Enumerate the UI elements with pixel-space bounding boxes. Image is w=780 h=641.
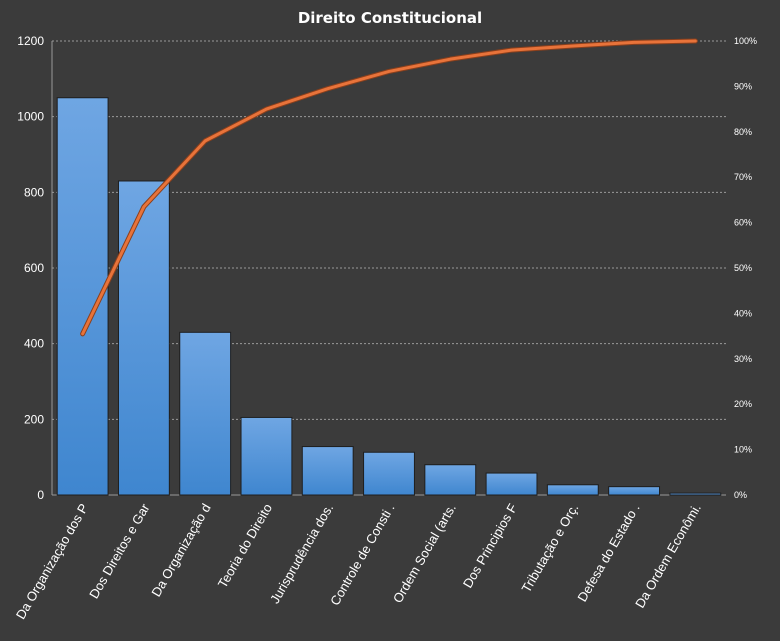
left-tick-label: 200: [24, 412, 44, 426]
right-tick-label: 40%: [734, 308, 752, 318]
category-label: Teoria do Direito: [215, 501, 275, 590]
bar: [669, 492, 722, 496]
category-label: Dos Direitos e Gar: [86, 500, 153, 601]
bar: [424, 464, 477, 496]
cumulative-line-series: [80, 38, 698, 337]
category-label: Da Organização d: [148, 501, 213, 599]
left-tick-label: 800: [24, 185, 44, 199]
cumulative-line: [81, 39, 697, 336]
left-tick-label: 1200: [17, 34, 44, 48]
right-tick-label: 30%: [734, 354, 752, 364]
category-label: Jurisprudência dos.: [267, 501, 336, 606]
bar: [179, 331, 232, 496]
category-label: Tributação e Orç.: [518, 501, 581, 595]
bar: [546, 484, 599, 496]
right-tick-label: 90%: [734, 81, 752, 91]
bar: [485, 472, 538, 496]
bar: [608, 486, 661, 496]
left-tick-label: 400: [24, 337, 44, 351]
left-axis: 0 200 400 600 800 1000 1200: [17, 34, 53, 502]
right-tick-label: 70%: [734, 172, 752, 182]
right-tick-label: 80%: [734, 127, 752, 137]
right-tick-label: 60%: [734, 218, 752, 228]
left-tick-label: 600: [24, 261, 44, 275]
bar: [363, 451, 415, 496]
chart-title: Direito Constitucional: [298, 9, 482, 27]
category-label: Ordem Social (arts.: [390, 501, 459, 605]
bar: [117, 180, 170, 496]
right-axis: 0% 10% 20% 30% 40% 50% 60% 70% 80% 90% 100%: [734, 36, 757, 500]
bar-series: [56, 97, 722, 496]
category-label: Dos Principios F: [460, 501, 520, 591]
category-label: Defesa do Estado .: [574, 501, 642, 604]
category-label: Da Organização dos P: [13, 501, 91, 622]
right-tick-label: 100%: [734, 36, 757, 46]
right-tick-label: 50%: [734, 263, 752, 273]
category-label: Da Ordem Econômi.: [632, 501, 704, 610]
right-tick-label: 10%: [734, 445, 752, 455]
right-tick-label: 0%: [734, 490, 747, 500]
left-tick-label: 0: [37, 488, 44, 502]
left-tick-label: 1000: [17, 110, 44, 124]
cumulative-line-shadow: [80, 38, 698, 337]
bar: [240, 416, 293, 496]
right-tick-label: 20%: [734, 399, 752, 409]
bar: [301, 446, 354, 496]
category-label: Controle de Consti .: [327, 501, 397, 608]
